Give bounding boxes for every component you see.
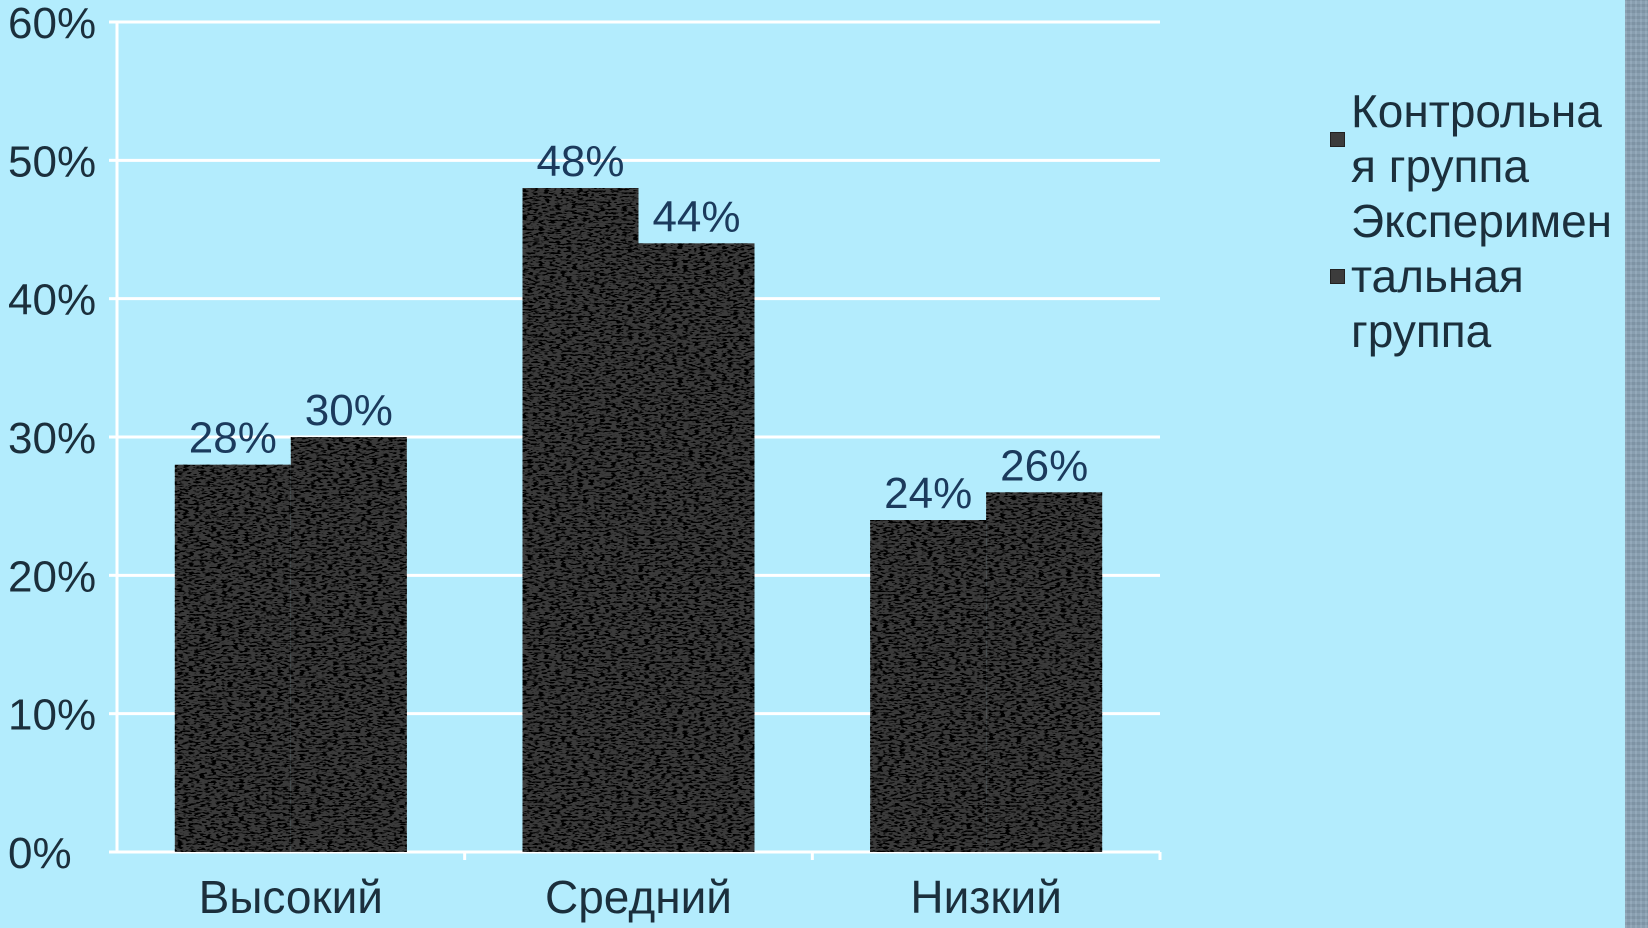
x-category-label: Низкий: [910, 871, 1062, 923]
legend-swatch: [1330, 269, 1345, 284]
bar: [523, 188, 639, 852]
y-tick-label: 40%: [8, 276, 96, 325]
y-tick-label: 20%: [8, 552, 96, 601]
data-label: 26%: [1000, 441, 1088, 490]
x-category-label: Средний: [545, 871, 732, 923]
y-tick-label: 10%: [8, 691, 96, 740]
data-label: 30%: [305, 386, 393, 435]
data-label: 24%: [884, 469, 972, 518]
bar: [639, 243, 755, 852]
legend-label: Эксперимен тальная группа: [1351, 194, 1612, 359]
bar: [291, 437, 407, 852]
bar: [870, 520, 986, 852]
y-tick-label: 30%: [8, 414, 96, 463]
data-label: 44%: [652, 192, 740, 241]
x-category-label: Высокий: [199, 871, 383, 923]
legend-item: Контрольна я группа: [1330, 84, 1630, 194]
legend: Контрольна я группа Эксперимен тальная гр…: [1330, 84, 1630, 359]
bar: [986, 492, 1102, 852]
y-tick-label: 0%: [8, 829, 72, 878]
data-label: 48%: [536, 137, 624, 186]
legend-label: Контрольна я группа: [1351, 84, 1602, 194]
y-tick-label: 60%: [8, 0, 96, 48]
data-label: 28%: [189, 414, 277, 463]
y-tick-label: 50%: [8, 137, 96, 186]
legend-swatch: [1330, 132, 1345, 147]
legend-item: Эксперимен тальная группа: [1330, 194, 1630, 359]
bars: [175, 188, 1102, 852]
bar: [175, 465, 291, 852]
